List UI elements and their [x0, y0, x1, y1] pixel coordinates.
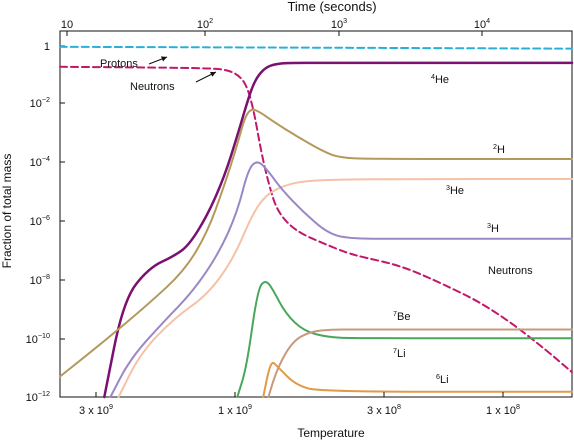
bottom-axis-tick-label: 3 x 108	[367, 403, 401, 417]
series-label-3h: 3H	[487, 222, 499, 235]
top-axis-ticks: 10 102 103 104	[61, 17, 490, 36]
series-line-4he	[103, 61, 574, 399]
left-axis-tick-label: 10−10	[26, 332, 50, 346]
bottom-axis-ticks: 3 x 109 1 x 109 3 x 108 1 x 108	[79, 392, 520, 417]
left-axis-tick-label: 10−8	[30, 273, 50, 287]
bottom-axis-label: Temperature	[297, 426, 365, 440]
series-label-2h: 2H	[493, 143, 505, 156]
series-labels: Protons Neutrons 4He 2H 3He 3H Neutrons 7Be 7Li 6…	[100, 56, 533, 386]
series-label-7be: 7Be	[393, 310, 410, 323]
left-axis-tick-label: 10−2	[30, 96, 50, 110]
top-axis-label: Time (seconds)	[287, 0, 376, 14]
series-line-3h	[109, 161, 573, 398]
plot-frame	[59, 30, 573, 398]
series-label-4he: 4He	[431, 73, 449, 86]
top-axis-tick-label: 103	[331, 17, 347, 31]
neutrons-arrow	[195, 71, 217, 83]
left-axis-tick-label: 10−6	[30, 214, 50, 228]
series-line-3he	[117, 177, 573, 398]
series-line-7li	[267, 328, 573, 398]
series-label-6li: 6Li	[436, 373, 449, 386]
protons-arrow	[148, 56, 168, 65]
series-label-neutrons-right: Neutrons	[488, 265, 533, 277]
series-label-3he: 3He	[446, 184, 464, 197]
series-line-2h	[59, 108, 573, 378]
bottom-axis-tick-label: 3 x 109	[79, 403, 113, 417]
left-axis-ticks: 1 10−2 10−4 10−6 10−8 10−10 10−12	[26, 41, 65, 404]
series-line-6li	[262, 361, 573, 398]
left-axis-tick-label: 10−12	[26, 390, 50, 404]
bottom-axis-tick-label: 1 x 108	[486, 403, 520, 417]
series-line-neutrons	[59, 65, 573, 374]
series-label-7li: 7Li	[393, 347, 406, 360]
series-line-protons	[59, 45, 573, 50]
top-axis-tick-label: 104	[474, 17, 490, 31]
series-label-neutrons-left: Neutrons	[130, 81, 175, 93]
series-label-protons: Protons	[100, 58, 138, 70]
left-axis-tick-label: 1	[44, 41, 50, 53]
series-layer	[59, 45, 574, 399]
left-axis-label: Fraction of total mass	[0, 154, 14, 269]
left-axis-tick-label: 10−4	[30, 155, 50, 169]
bottom-axis-tick-label: 1 x 109	[218, 403, 252, 417]
top-axis-tick-label: 102	[197, 17, 213, 31]
top-axis-tick-label: 10	[61, 19, 73, 31]
series-line-7be	[236, 281, 573, 398]
